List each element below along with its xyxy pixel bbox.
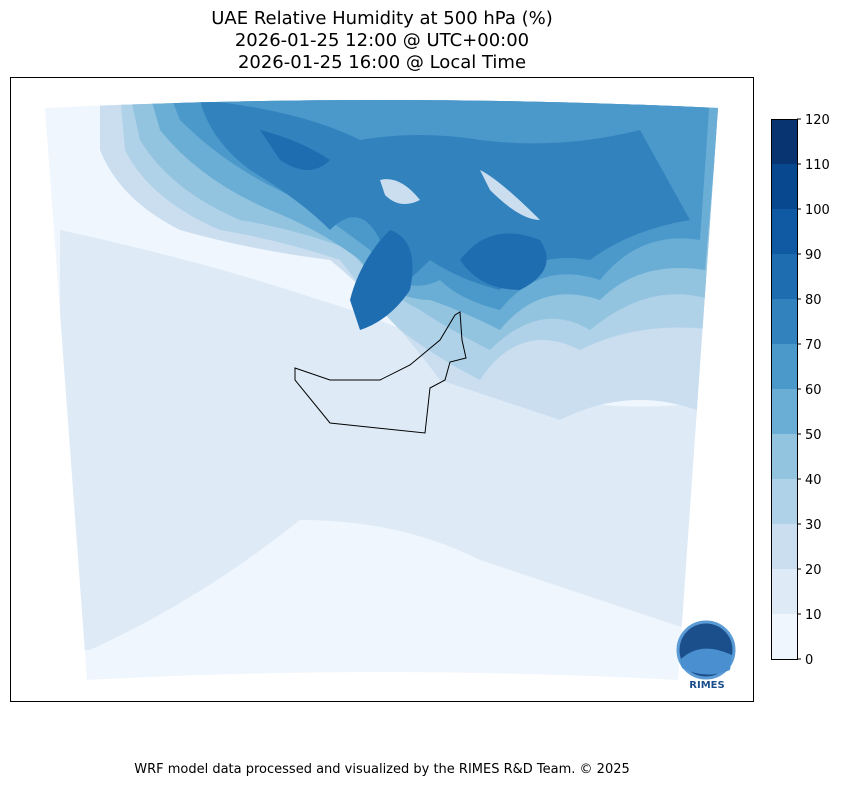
colorbar-tick-label: 110 [805,158,830,173]
title-line-3: 2026-01-25 16:00 @ Local Time [237,52,527,73]
level-10-20-patch [340,490,440,516]
colorbar-tick-label: 30 [805,518,822,533]
colorbar-tick-label: 10 [805,608,822,623]
colorbar-band [771,344,797,389]
colorbar-tick-label: 50 [805,428,822,443]
title-line-1: UAE Relative Humidity at 500 hPa (%) [211,8,553,29]
colorbar-band [771,119,797,164]
colorbar-tick-label: 100 [805,203,830,218]
colorbar-tick-label: 40 [805,473,822,488]
rimes-logo: RIMES [676,620,736,691]
colorbar-tick-label: 20 [805,563,822,578]
footer-credit: WRF model data processed and visualized … [134,762,630,777]
colorbar-tick-label: 80 [805,293,822,308]
level-80-90 [260,130,547,330]
colorbar-band [771,389,797,434]
colorbar-band [771,524,797,569]
colorbar-tick-label: 120 [805,113,830,128]
colorbar-band [771,254,797,299]
colorbar-band [771,614,797,659]
colorbar-tick-label: 60 [805,383,822,398]
colorbar-band [771,479,797,524]
colorbar-band [771,299,797,344]
colorbar: 0 10 20 30 40 50 60 70 80 90 100 110 120 [771,113,830,668]
dry-streaks [380,170,540,220]
uae-boundary [294,311,467,434]
colorbar-tick-label: 70 [805,338,822,353]
colorbar-band [771,434,797,479]
level-70-80 [200,100,690,320]
colorbar-band [771,569,797,614]
colorbar-tick-label: 90 [805,248,822,263]
colorbar-tick-label: 0 [805,653,813,668]
level-10-20 [60,230,718,650]
colorbar-band [771,164,797,209]
title-line-2: 2026-01-25 12:00 @ UTC+00:00 [234,30,530,51]
colorbar-band [771,209,797,254]
logo-text: RIMES [689,680,724,691]
